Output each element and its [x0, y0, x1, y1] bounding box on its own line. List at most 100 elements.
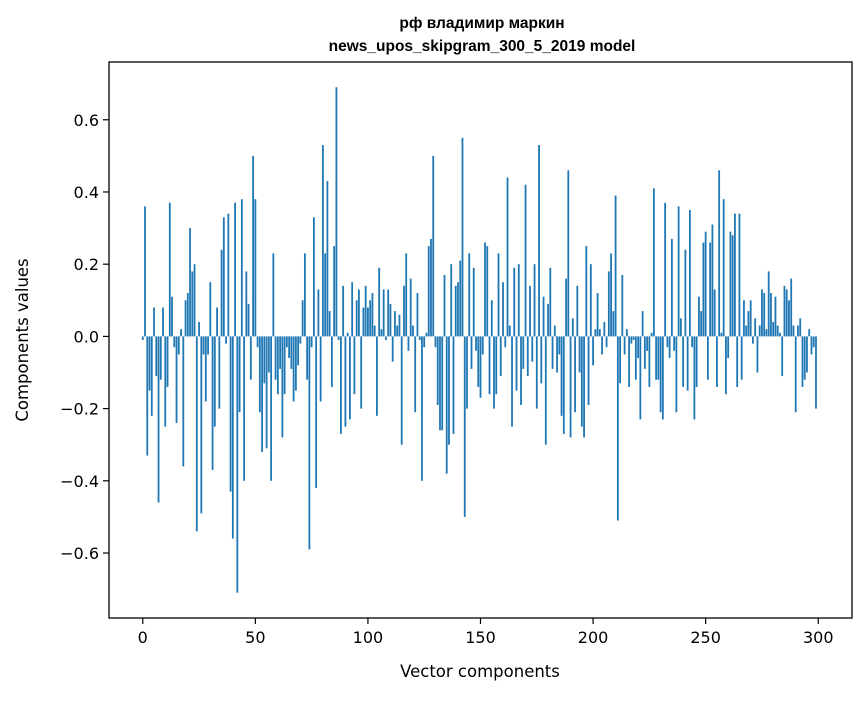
bar-37 [225, 336, 227, 344]
bar-157 [495, 336, 498, 395]
bar-160 [502, 282, 504, 337]
bar-183 [553, 325, 556, 337]
bar-58 [272, 253, 275, 337]
bar-219 [634, 336, 637, 380]
bar-12 [168, 202, 171, 337]
bar-214 [623, 336, 626, 355]
bar-229 [657, 336, 660, 380]
bar-40 [231, 336, 234, 539]
bar-264 [736, 336, 739, 387]
bar-278 [767, 271, 770, 337]
bar-130 [434, 336, 437, 348]
bar-228 [655, 336, 658, 380]
bar-106 [380, 329, 383, 337]
bar-249 [702, 242, 705, 337]
bar-137 [450, 264, 453, 337]
bar-67 [292, 336, 295, 402]
bar-286 [785, 289, 788, 337]
x-tick-label: 0 [138, 628, 148, 647]
x-tick-label: 100 [353, 628, 384, 647]
bar-49 [252, 155, 254, 337]
bar-124 [421, 336, 423, 481]
bar-134 [443, 275, 446, 337]
y-axis-ticks: −0.6 −0.4 −0.2 0.0 0.2 0.4 0.6 [60, 111, 109, 563]
bar-54 [263, 336, 266, 384]
bar-41 [234, 202, 236, 337]
bar-197 [585, 246, 588, 337]
bar-23 [193, 264, 196, 337]
bar-31 [211, 336, 214, 470]
bar-282 [776, 325, 779, 337]
bar-135 [445, 336, 448, 474]
bar-53 [261, 336, 263, 452]
bar-220 [637, 336, 640, 359]
bar-275 [761, 289, 763, 337]
bar-71 [301, 300, 304, 337]
bar-140 [457, 282, 459, 337]
bar-30 [209, 282, 212, 337]
bar-285 [783, 285, 786, 337]
bar-65 [288, 336, 291, 359]
bar-167 [517, 264, 520, 337]
bar-69 [297, 336, 300, 366]
bar-226 [650, 332, 653, 337]
bar-45 [243, 336, 245, 481]
bar-73 [306, 336, 309, 380]
bar-224 [646, 336, 649, 351]
bar-284 [781, 336, 784, 377]
bar-79 [319, 336, 322, 402]
bar-75 [310, 336, 313, 348]
bar-51 [256, 336, 259, 348]
bar-57 [270, 336, 273, 481]
bar-221 [639, 336, 642, 420]
bar-215 [625, 329, 628, 337]
bar-148 [475, 336, 477, 351]
bar-98 [362, 307, 365, 337]
bar-32 [213, 336, 216, 427]
bar-77 [315, 336, 318, 489]
bar-237 [675, 336, 678, 413]
bar-24 [195, 336, 198, 532]
bar-153 [486, 246, 489, 337]
bar-55 [265, 336, 268, 449]
x-axis-label: Vector components [400, 662, 560, 681]
bar-3 [148, 336, 151, 391]
bar-290 [794, 336, 797, 413]
bar-97 [360, 336, 363, 409]
bar-129 [432, 155, 435, 337]
chart-title: рф владимир маркин [399, 15, 564, 32]
bar-143 [463, 336, 466, 517]
bar-92 [349, 336, 351, 420]
bar-151 [481, 336, 484, 355]
bar-195 [580, 336, 583, 427]
bar-266 [740, 336, 743, 380]
bar-125 [423, 336, 426, 348]
bar-114 [398, 314, 401, 337]
bar-6 [155, 336, 158, 377]
bar-0 [141, 336, 144, 340]
x-tick-label: 200 [578, 628, 609, 647]
bar-35 [220, 249, 223, 337]
bar-281 [774, 296, 777, 337]
bar-170 [524, 184, 527, 337]
bar-19 [184, 300, 187, 337]
y-tick-label: −0.6 [60, 544, 99, 563]
bar-26 [200, 336, 203, 514]
bar-13 [171, 296, 173, 337]
bar-159 [499, 336, 502, 377]
bar-243 [688, 210, 691, 337]
bar-258 [722, 199, 725, 337]
bar-90 [344, 336, 347, 427]
bar-187 [562, 336, 565, 434]
bar-118 [407, 336, 410, 351]
bar-298 [812, 336, 815, 348]
bar-225 [648, 336, 651, 387]
bar-89 [342, 285, 345, 337]
bar-177 [540, 336, 543, 384]
bar-18 [182, 336, 185, 467]
bar-16 [177, 336, 180, 355]
bar-74 [308, 336, 311, 550]
bar-117 [405, 253, 408, 337]
